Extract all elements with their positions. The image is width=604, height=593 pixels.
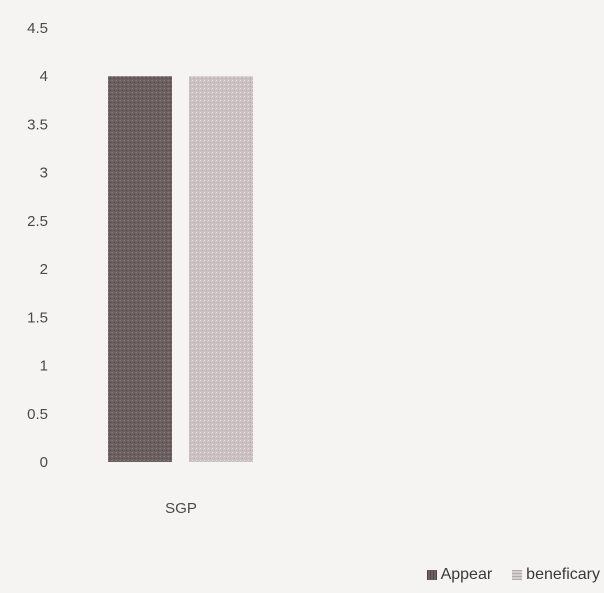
y-tick-label: 4.5 (27, 20, 48, 37)
y-tick-label: 2.5 (27, 213, 48, 230)
legend-swatch (426, 570, 437, 580)
y-tick-label: 2 (40, 261, 48, 278)
chart-legend: Appear beneficary (426, 566, 600, 584)
legend-swatch (512, 570, 523, 580)
bar-appear-sgp (108, 76, 172, 462)
legend-label: Appear (440, 566, 493, 583)
y-tick-label: 1.5 (27, 309, 48, 326)
y-tick-label: 4 (40, 68, 48, 85)
y-tick-label: 1 (40, 358, 48, 375)
y-tick-label: 3.5 (27, 116, 48, 133)
bar-beneficary-sgp (189, 76, 253, 462)
legend-label: beneficary (526, 566, 600, 583)
x-axis: SGP (165, 500, 197, 517)
bar-group (108, 76, 253, 462)
x-category-label: SGP (165, 500, 197, 517)
y-tick-label: 0.5 (27, 406, 48, 423)
legend-item-beneficary: beneficary (512, 566, 600, 584)
legend-item-appear: Appear (426, 566, 493, 584)
y-axis: 0 0.5 1 1.5 2 2.5 3 3.5 4 4.5 (27, 20, 48, 471)
y-tick-label: 3 (40, 165, 48, 182)
y-tick-label: 0 (40, 454, 48, 471)
